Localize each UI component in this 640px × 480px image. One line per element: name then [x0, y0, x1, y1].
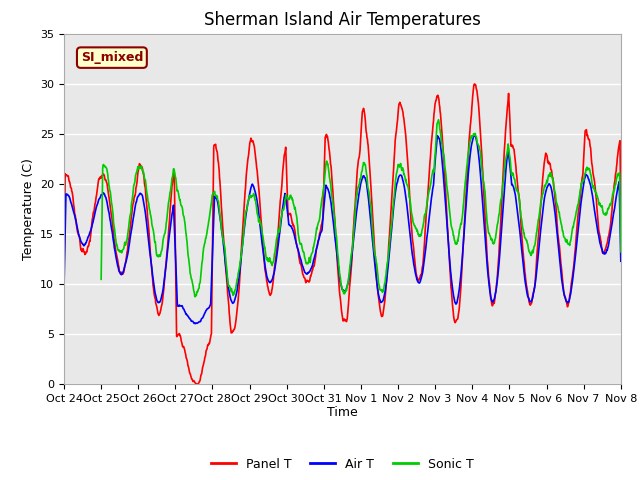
Panel T [192, 381, 200, 387]
Air T [246, 186, 254, 192]
Text: SI_mixed: SI_mixed [81, 51, 143, 64]
Panel T [170, 169, 178, 175]
Line: Air T: Air T [64, 135, 621, 324]
Air T [170, 221, 178, 227]
X-axis label: Time: Time [327, 407, 358, 420]
Y-axis label: Temperature (C): Temperature (C) [22, 158, 35, 260]
Panel T [429, 121, 437, 127]
Panel T [470, 81, 478, 87]
Air T [184, 313, 191, 319]
Panel T [552, 199, 559, 204]
Air T [429, 183, 437, 189]
Air T [60, 286, 68, 291]
Panel T [60, 276, 68, 281]
Sonic T [184, 249, 191, 255]
Panel T [184, 362, 191, 368]
Sonic T [170, 168, 178, 173]
Panel T [502, 120, 510, 125]
Sonic T [502, 157, 509, 163]
Sonic T [246, 193, 254, 199]
Air T [617, 258, 625, 264]
Title: Sherman Island Air Temperatures: Sherman Island Air Temperatures [204, 11, 481, 29]
Legend: Panel T, Air T, Sonic T: Panel T, Air T, Sonic T [206, 453, 479, 476]
Air T [552, 213, 559, 219]
Line: Sonic T: Sonic T [101, 120, 621, 297]
Air T [470, 132, 478, 138]
Sonic T [551, 189, 559, 194]
Sonic T [429, 168, 436, 174]
Panel T [617, 217, 625, 223]
Sonic T [617, 249, 625, 255]
Line: Panel T: Panel T [64, 84, 621, 384]
Air T [192, 321, 200, 326]
Panel T [246, 138, 254, 144]
Air T [502, 163, 510, 168]
